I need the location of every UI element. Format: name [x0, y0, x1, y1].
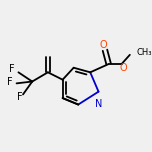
Text: N: N	[95, 99, 102, 109]
Text: O: O	[99, 40, 107, 50]
Text: F: F	[17, 92, 23, 102]
Text: F: F	[9, 64, 15, 74]
Text: F: F	[7, 78, 13, 87]
Text: O: O	[120, 63, 127, 73]
Text: CH₃: CH₃	[136, 48, 152, 57]
